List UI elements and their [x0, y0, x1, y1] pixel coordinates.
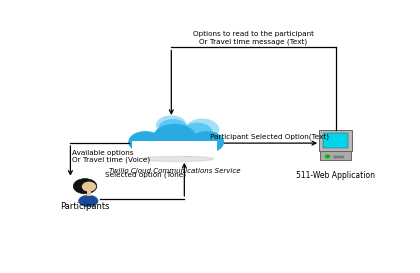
- Ellipse shape: [129, 132, 162, 152]
- FancyBboxPatch shape: [323, 133, 348, 148]
- Text: Available options
Or Travel time (Voice): Available options Or Travel time (Voice): [72, 150, 150, 164]
- Ellipse shape: [171, 141, 204, 156]
- Ellipse shape: [191, 132, 223, 152]
- Ellipse shape: [153, 124, 196, 151]
- Text: Participant Selected Option(Text): Participant Selected Option(Text): [210, 133, 329, 140]
- Ellipse shape: [79, 195, 98, 207]
- FancyBboxPatch shape: [320, 151, 351, 160]
- Text: Selected option (Tone): Selected option (Tone): [105, 172, 186, 179]
- FancyBboxPatch shape: [132, 141, 217, 156]
- Ellipse shape: [157, 116, 186, 135]
- FancyBboxPatch shape: [87, 191, 91, 196]
- FancyBboxPatch shape: [319, 130, 352, 151]
- Text: Twilio Cloud Communications Service: Twilio Cloud Communications Service: [109, 168, 240, 174]
- Ellipse shape: [82, 182, 96, 192]
- Ellipse shape: [186, 119, 218, 140]
- Text: Participants: Participants: [60, 202, 110, 211]
- FancyBboxPatch shape: [334, 156, 344, 158]
- Circle shape: [74, 179, 97, 194]
- Text: 511-Web Application: 511-Web Application: [296, 171, 375, 180]
- Ellipse shape: [142, 156, 214, 162]
- Circle shape: [326, 155, 330, 158]
- Ellipse shape: [183, 123, 212, 142]
- Text: Options to read to the participant
Or Travel time message (Text): Options to read to the participant Or Tr…: [193, 31, 314, 45]
- Ellipse shape: [159, 120, 187, 137]
